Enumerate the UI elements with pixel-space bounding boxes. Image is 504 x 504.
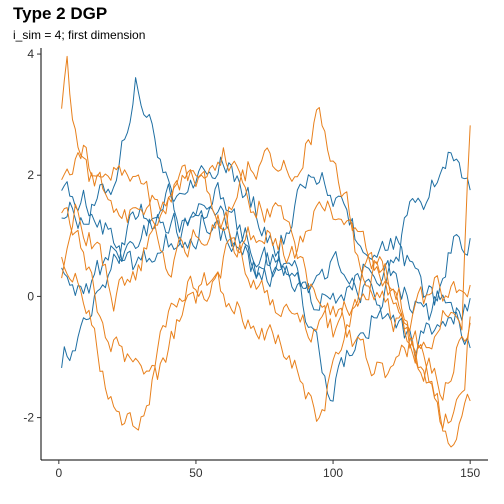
series-line-3 bbox=[61, 181, 471, 358]
x-tick-label: 150 bbox=[460, 466, 480, 480]
x-tick-label: 100 bbox=[323, 466, 343, 480]
series-line-8 bbox=[61, 200, 471, 401]
chart-subtitle: i_sim = 4; first dimension bbox=[13, 28, 146, 42]
series-line-4 bbox=[61, 172, 471, 349]
tick-layer: 0 50 100 150 -2 0 2 4 bbox=[23, 47, 480, 480]
series-line-5 bbox=[61, 55, 471, 364]
y-tick-label: 2 bbox=[27, 168, 34, 182]
y-tick-label: 4 bbox=[27, 47, 34, 61]
x-tick-label: 0 bbox=[55, 466, 62, 480]
series-line-9 bbox=[61, 169, 471, 429]
y-tick-label: -2 bbox=[23, 411, 34, 425]
series-line-7 bbox=[61, 251, 471, 448]
y-tick-label: 0 bbox=[27, 289, 34, 303]
series-layer bbox=[61, 55, 471, 448]
series-line-1 bbox=[61, 77, 471, 321]
chart-title: Type 2 DGP bbox=[13, 4, 108, 23]
x-tick-label: 50 bbox=[189, 466, 203, 480]
